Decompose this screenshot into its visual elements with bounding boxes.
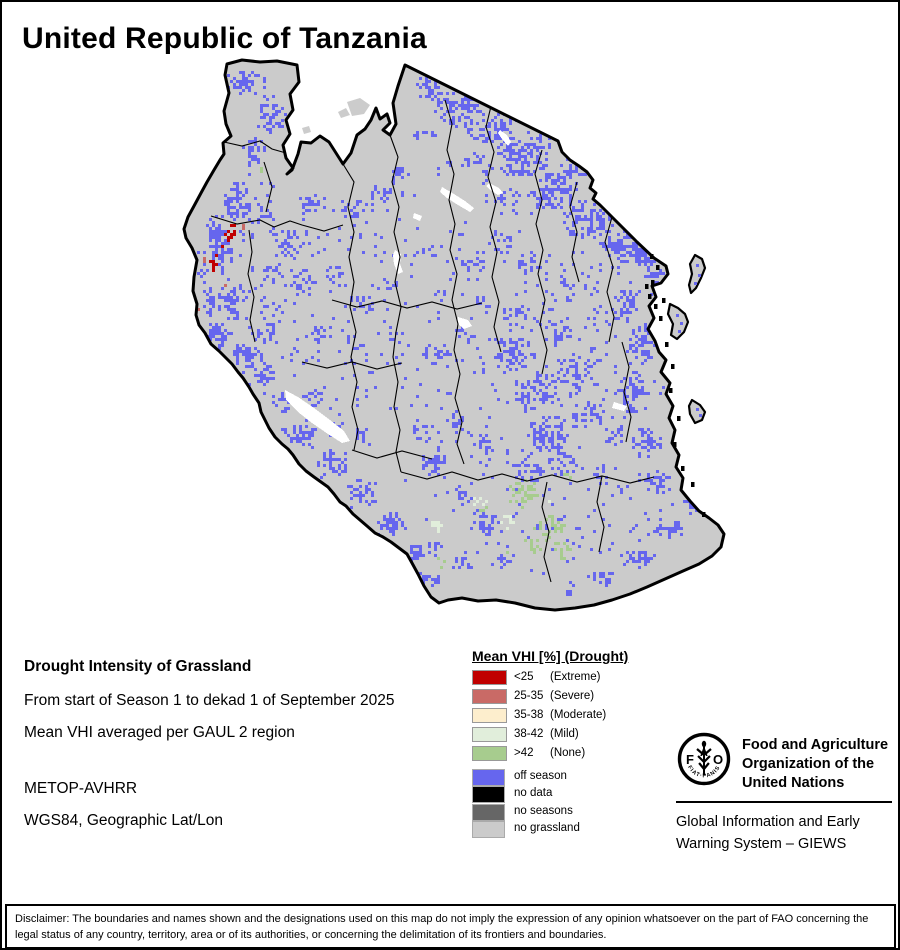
fao-org-name: Food and Agriculture Organization of the U… (742, 736, 888, 793)
legend-title: Mean VHI [%] (Drought) (472, 648, 629, 664)
legend-label: >42 (None) (514, 747, 586, 759)
legend-swatch (472, 670, 507, 685)
info-line-heading: Drought Intensity of Grassland (24, 658, 252, 675)
info-line-projection: WGS84, Geographic Lat/Lon (24, 812, 224, 829)
giews-line: Warning System – GIEWS (676, 836, 847, 852)
info-line-sensor: METOP-AVHRR (24, 780, 138, 797)
disclaimer: Disclaimer: The boundaries and names sho… (5, 904, 896, 948)
disclaimer-text: Disclaimer: The boundaries and names sho… (15, 913, 869, 941)
legend-label: 38-42 (Mild) (514, 728, 579, 740)
giews-label: Global Information and Early Warning Syst… (676, 811, 860, 855)
legend-label: off season (514, 770, 567, 782)
svg-text:A: A (700, 747, 708, 759)
legend-swatch (472, 708, 507, 723)
legend-label: 35-38 (Moderate) (514, 709, 607, 721)
svg-text:O: O (713, 752, 723, 767)
legend-swatch (472, 821, 505, 838)
legend-label: no seasons (514, 805, 573, 817)
fao-name-line: United Nations (742, 775, 845, 791)
legend-swatch (472, 689, 507, 704)
footer-divider (676, 801, 892, 803)
legend-swatch (472, 727, 507, 742)
page-title: United Republic of Tanzania (22, 22, 427, 55)
legend-swatch (472, 804, 505, 821)
svg-text:F: F (686, 752, 694, 767)
giews-line: Global Information and Early (676, 814, 860, 830)
fao-name-line: Food and Agriculture (742, 737, 889, 753)
tanzania-drought-map (182, 58, 726, 612)
legend-label: <25 (Extreme) (514, 671, 601, 683)
fao-name-line: Organization of the (742, 756, 875, 772)
legend-swatch (472, 769, 505, 786)
legend-label: 25-35 (Severe) (514, 690, 595, 702)
info-line-period: From start of Season 1 to dekad 1 of Sep… (24, 692, 395, 709)
legend-swatch (472, 746, 507, 761)
info-line-method: Mean VHI averaged per GAUL 2 region (24, 724, 295, 741)
legend-label: no grassland (514, 822, 580, 834)
legend-label: no data (514, 787, 553, 799)
legend-swatch (472, 786, 505, 803)
